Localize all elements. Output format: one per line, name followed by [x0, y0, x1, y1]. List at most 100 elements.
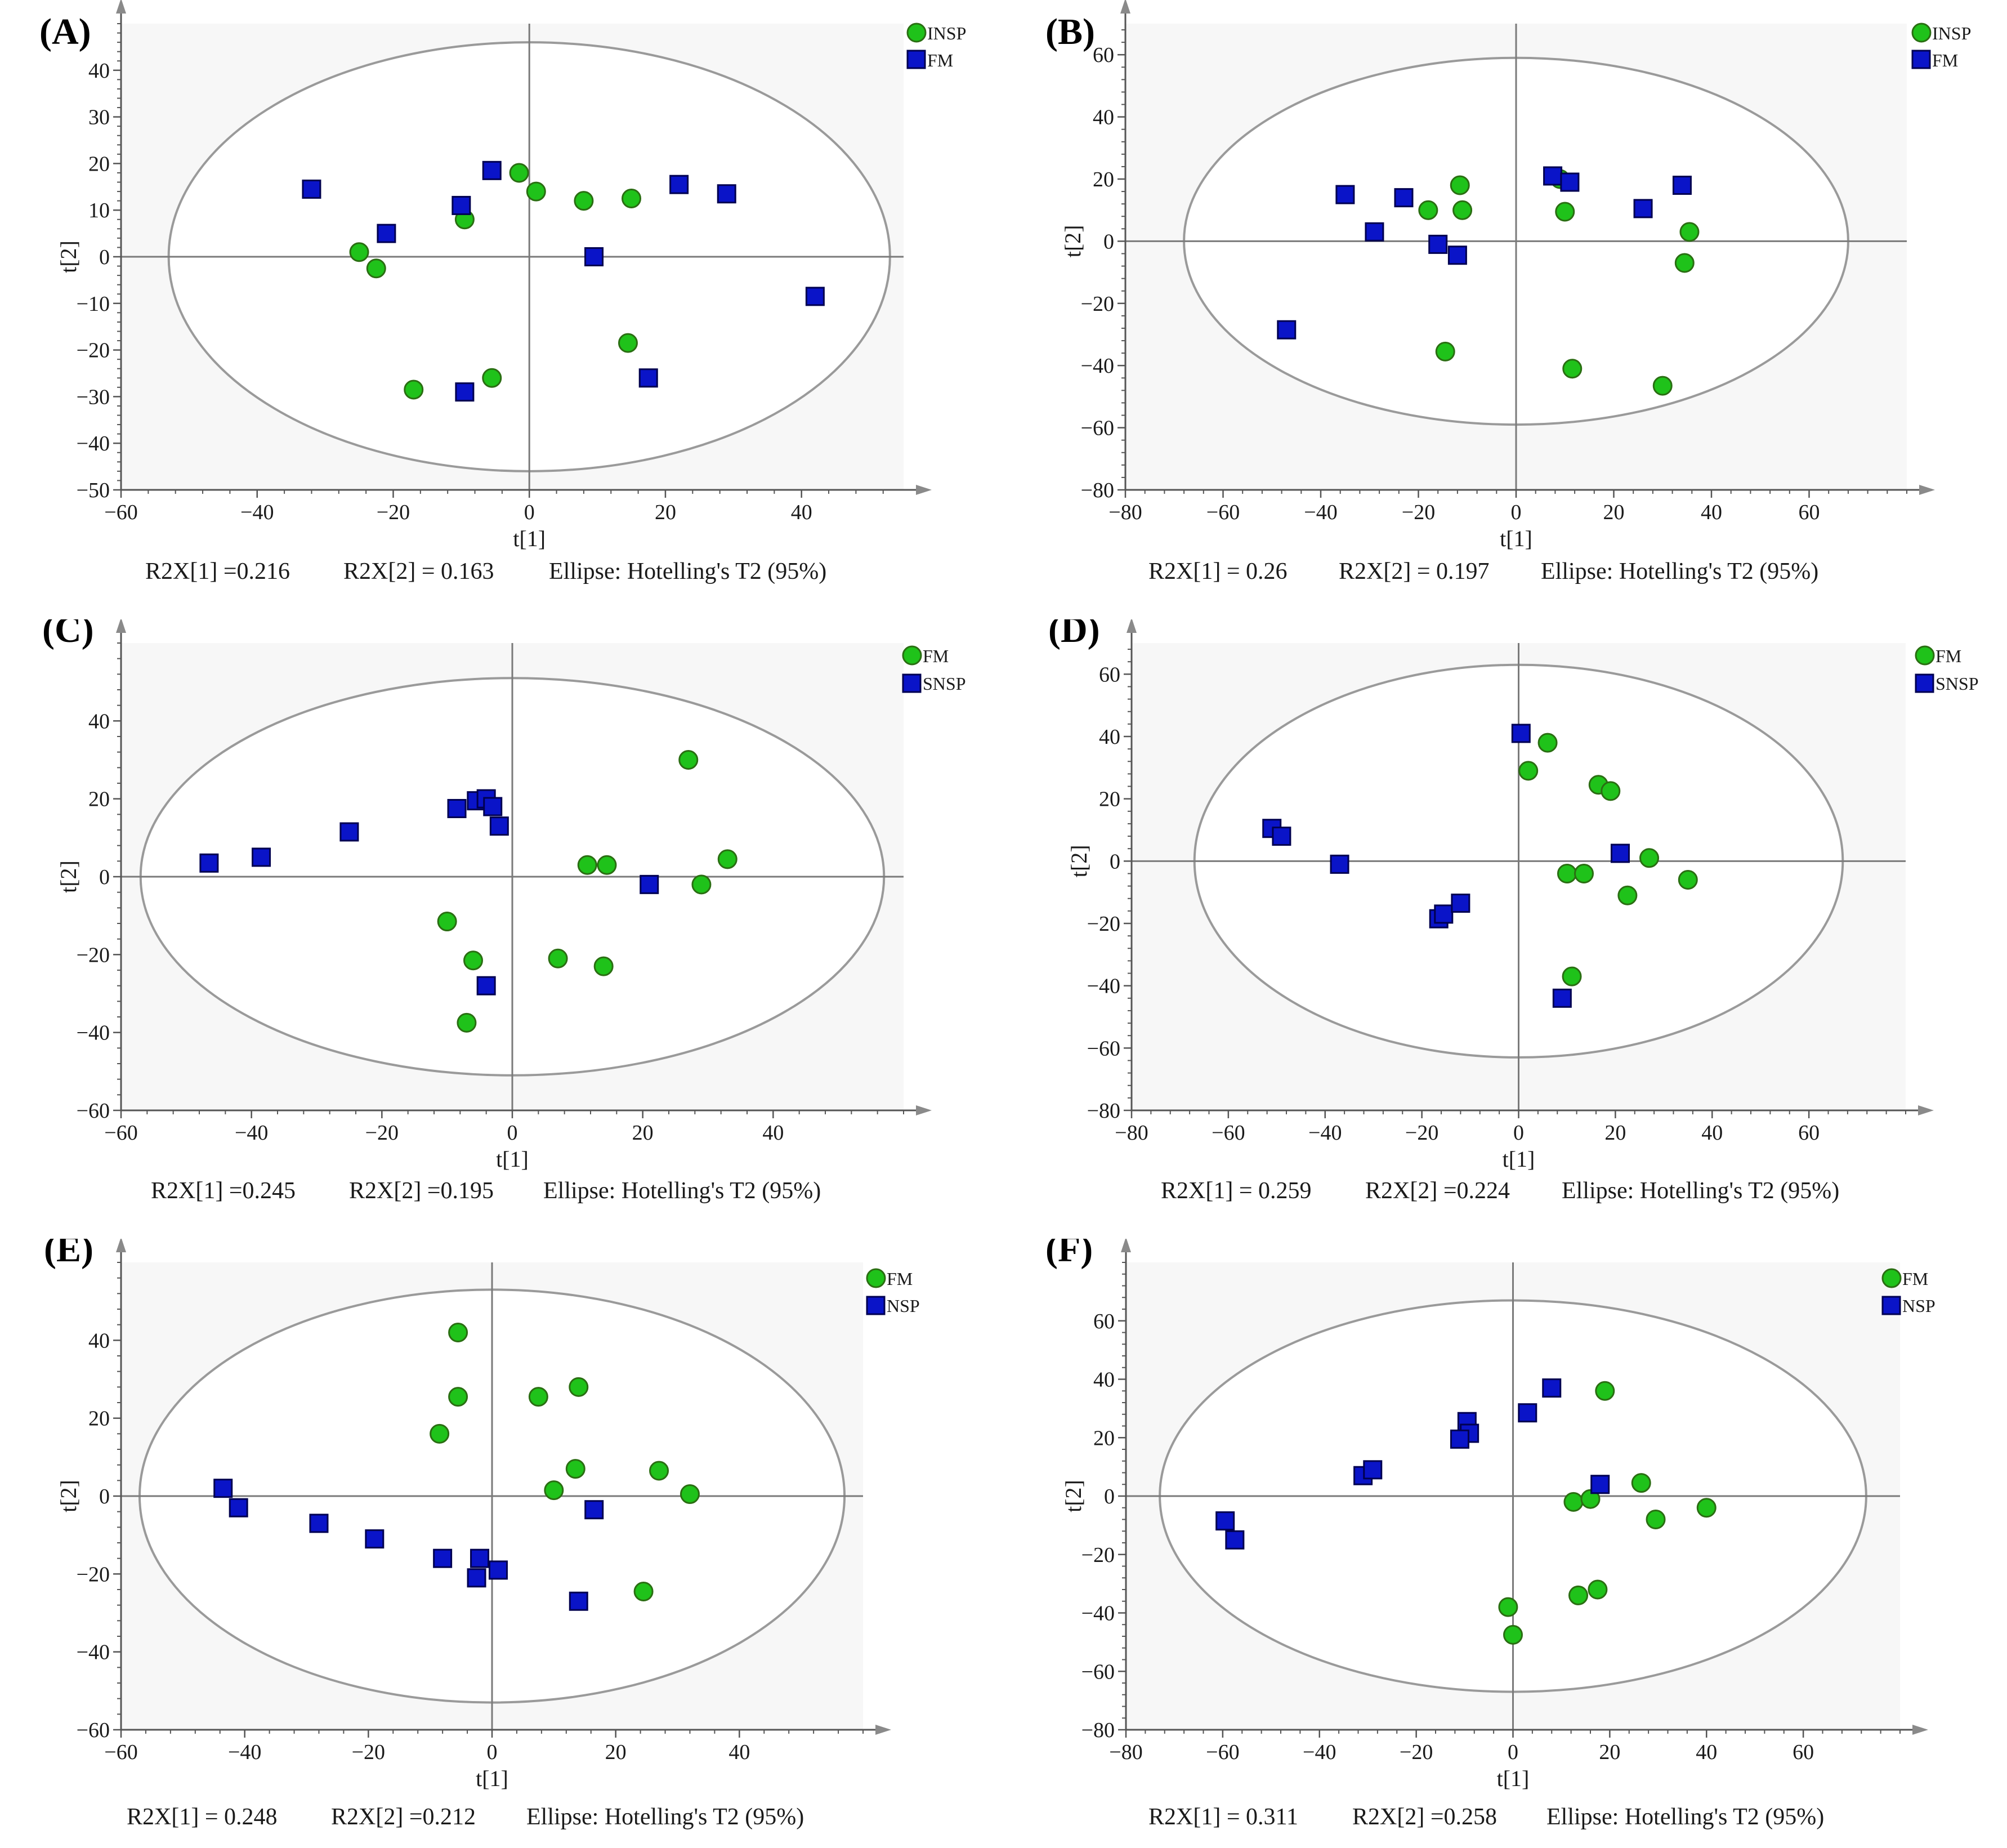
y-tick-label: −60 — [77, 1099, 110, 1123]
plot-body: −80 −60 −40 −20 0 20 40 60 −80 −60 −40 −20 0 20 40 60 — [1087, 619, 1934, 1145]
data-point-circle — [1617, 885, 1638, 905]
x-tick-label: 60 — [1799, 501, 1820, 524]
data-point-circle — [1696, 1498, 1717, 1518]
panel-label: (F) — [1045, 1239, 1093, 1270]
data-point-circle — [1557, 863, 1577, 883]
data-point-circle — [544, 1480, 564, 1501]
data-point-square — [476, 976, 496, 996]
y-axis-arrow — [1127, 619, 1137, 633]
data-point-circle — [1601, 781, 1621, 801]
x-tick-label: −60 — [1212, 1121, 1245, 1145]
data-point-circle — [691, 874, 712, 895]
data-point-circle — [1568, 1585, 1589, 1605]
legend-label-square: NSP — [887, 1296, 920, 1316]
r2x2-summary: R2X[2] = 0.197 — [1339, 559, 1490, 584]
x-axis-arrow — [875, 1725, 891, 1735]
panel-label: (C) — [42, 619, 94, 650]
y-tick-label: −80 — [1081, 479, 1114, 502]
data-point-square — [640, 874, 659, 894]
data-point-circle — [1574, 863, 1594, 883]
data-point-circle — [448, 1387, 468, 1407]
y-axis-title: t[2] — [1060, 225, 1085, 258]
score-plot-b: (B) −80 −60 −40 −20 0 20 40 60 −80 −60 −40 −20 0 20 40… — [1045, 0, 1971, 584]
data-point-circle — [1498, 1597, 1518, 1617]
y-tick-label: −80 — [1081, 1718, 1115, 1742]
x-tick-label: −80 — [1109, 1740, 1142, 1764]
score-plot-d: (D) −80 −60 −40 −20 0 20 40 60 −80 −60 −40 −20 0 20 40… — [1048, 619, 1979, 1204]
legend-label-square: FM — [1932, 50, 1958, 70]
y-tick-label: 0 — [99, 865, 110, 889]
x-tick-label: 0 — [1513, 1121, 1524, 1145]
legend-square-marker — [1881, 1296, 1901, 1315]
data-point-square — [365, 1529, 385, 1549]
x-tick-label: 0 — [1511, 501, 1522, 524]
y-tick-label: −60 — [1087, 1037, 1120, 1060]
panel-e: (E) −60 −40 −20 0 20 40 −60 −40 −20 0 20 40 FM NSP … — [0, 1239, 1003, 1848]
y-tick-label: 0 — [99, 1485, 110, 1508]
y-tick-label: 20 — [88, 1407, 110, 1431]
y-tick-label: −80 — [1087, 1099, 1120, 1123]
legend-label-square: NSP — [1902, 1296, 1936, 1316]
y-tick-label: −20 — [77, 339, 110, 363]
score-plot-c: (C) −60 −40 −20 0 20 40 −60 −40 −20 0 20 40 FM SNSP… — [42, 619, 966, 1204]
x-tick-label: −40 — [235, 1121, 268, 1145]
x-tick-label: −20 — [377, 501, 410, 524]
x-tick-label: 40 — [1701, 1121, 1723, 1145]
data-point-circle — [574, 191, 594, 211]
x-tick-label: 20 — [605, 1740, 627, 1764]
legend: FM NSP — [866, 1268, 920, 1316]
data-point-square — [447, 798, 467, 818]
x-axis-arrow — [916, 1105, 932, 1115]
data-point-circle — [528, 1387, 548, 1407]
x-tick-label: 0 — [1508, 1740, 1518, 1764]
data-point-circle — [1562, 966, 1582, 987]
plot-body: −60 −40 −20 0 20 40 −60 −40 −20 0 20 40 — [77, 619, 932, 1145]
data-point-circle — [1555, 202, 1575, 222]
data-point-square — [1590, 1475, 1610, 1494]
x-tick-label: 40 — [1696, 1740, 1717, 1764]
data-point-circle — [597, 855, 617, 875]
ellipse-summary: Ellipse: Hotelling's T2 (95%) — [543, 1178, 821, 1204]
r2x1-summary: R2X[1] = 0.311 — [1148, 1804, 1298, 1830]
data-point-circle — [622, 189, 642, 208]
data-point-circle — [1674, 253, 1695, 273]
data-point-circle — [1639, 848, 1660, 868]
data-point-circle — [680, 1484, 700, 1505]
x-tick-label: 40 — [762, 1121, 784, 1145]
y-tick-label: −60 — [1081, 1660, 1115, 1684]
legend-square-marker — [902, 673, 922, 693]
y-tick-label: 40 — [88, 59, 110, 83]
ellipse-summary: Ellipse: Hotelling's T2 (95%) — [526, 1804, 804, 1830]
x-axis-title: t[1] — [1503, 1146, 1535, 1172]
data-point-circle — [509, 163, 529, 183]
x-tick-label: 20 — [1603, 501, 1625, 524]
legend-circle-marker — [902, 645, 922, 666]
data-point-square — [339, 822, 359, 842]
data-point-square — [1272, 827, 1291, 846]
legend-label-circle: FM — [1902, 1269, 1928, 1289]
legend: INSP FM — [906, 23, 966, 70]
data-point-square — [1447, 245, 1467, 265]
plot-body: −80 −60 −40 −20 0 20 40 60 −80 −60 −40 −20 0 20 40 60 — [1081, 0, 1935, 524]
x-axis-arrow — [916, 485, 932, 495]
legend-square-marker — [1915, 673, 1934, 693]
data-point-circle — [463, 950, 483, 971]
x-tick-label: 40 — [728, 1740, 750, 1764]
y-axis-arrow — [116, 0, 126, 14]
data-point-square — [1543, 166, 1563, 186]
data-point-square — [252, 847, 271, 867]
data-point-square — [1365, 222, 1384, 242]
x-tick-label: −40 — [1304, 501, 1337, 524]
data-point-square — [452, 195, 471, 215]
y-axis-arrow — [1120, 0, 1130, 14]
data-point-circle — [1652, 376, 1673, 396]
panel-d: (D) −80 −60 −40 −20 0 20 40 60 −80 −60 −40 −20 0 20 40… — [1003, 619, 2007, 1239]
legend-circle-marker — [1911, 23, 1932, 43]
x-tick-label: −60 — [104, 1121, 137, 1145]
data-point-circle — [457, 1012, 477, 1033]
data-point-square — [467, 1568, 486, 1588]
y-tick-label: −10 — [77, 292, 110, 316]
y-tick-label: 40 — [1093, 1368, 1115, 1392]
data-point-square — [1428, 234, 1448, 254]
data-point-circle — [404, 380, 424, 400]
